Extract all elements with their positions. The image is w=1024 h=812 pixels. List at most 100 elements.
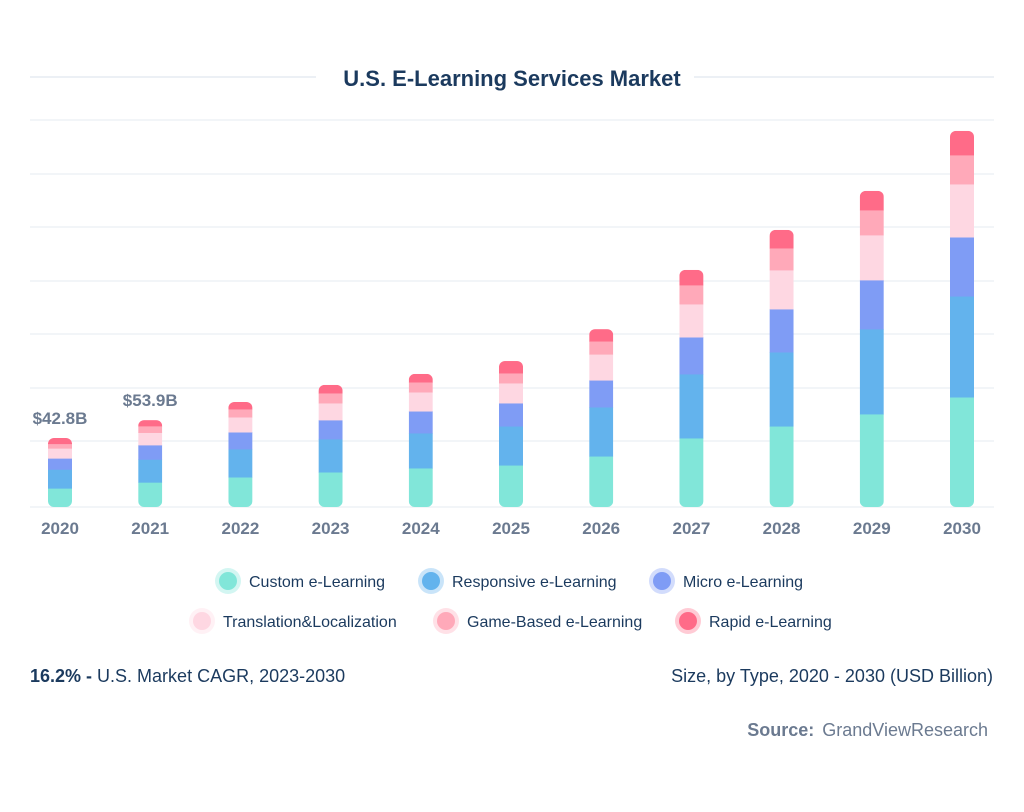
bar-segment	[408, 382, 433, 393]
bar-segment	[318, 472, 343, 507]
x-tick-label: 2026	[582, 519, 620, 538]
bar-segment	[318, 438, 343, 473]
bar-segment	[138, 425, 163, 433]
bar-segment	[138, 459, 163, 483]
bar-segment	[769, 247, 794, 271]
bar-segment	[408, 467, 433, 507]
bar-segment	[48, 448, 72, 459]
chart-title: U.S. E-Learning Services Market	[343, 66, 681, 91]
bar-2029	[859, 190, 884, 507]
bar-segment	[48, 469, 72, 489]
bar-segment	[138, 444, 163, 460]
x-tick-label: 2024	[402, 519, 440, 538]
source-label: Source:	[747, 720, 814, 740]
legend-swatch	[219, 572, 237, 590]
bar-segment	[228, 477, 253, 507]
bar-segment	[769, 352, 794, 427]
bar-segment	[679, 437, 704, 507]
bar-2027	[679, 269, 704, 507]
bar-segment	[679, 269, 704, 286]
x-tick-label: 2021	[131, 519, 169, 538]
bar-segment	[950, 237, 974, 297]
bar-segment	[48, 437, 72, 445]
legend-swatch	[437, 612, 455, 630]
bar-segment	[499, 402, 523, 427]
bar-segment	[228, 402, 253, 410]
legend-label: Custom e-Learning	[249, 574, 385, 591]
x-tick-label: 2028	[763, 519, 801, 538]
bar-segment	[950, 183, 974, 238]
data-labels: $42.8B $53.9B	[33, 391, 178, 428]
bar-2030	[950, 130, 974, 507]
bar-segment	[228, 448, 253, 478]
bar-segment	[408, 373, 433, 383]
legend-item: Translation&Localization	[189, 608, 397, 634]
bar-segment	[318, 419, 343, 440]
legend-item: Responsive e-Learning	[418, 568, 617, 594]
bar-segment	[679, 337, 704, 375]
bar-segment	[769, 229, 794, 249]
legend-label: Rapid e-Learning	[709, 614, 832, 631]
bar-segment	[950, 296, 974, 398]
legend-label: Game-Based e-Learning	[467, 614, 642, 631]
data-label: $42.8B	[33, 409, 88, 428]
bar-2020	[48, 437, 72, 507]
bar-segment	[769, 308, 794, 353]
bar-segment	[499, 372, 523, 384]
bar-segment	[318, 392, 343, 404]
bar-segment	[589, 341, 614, 355]
bar-segment	[589, 456, 614, 507]
x-tick-label: 2022	[221, 519, 259, 538]
x-tick-label: 2023	[312, 519, 350, 538]
cagr-value: 16.2% -	[30, 666, 92, 686]
bar-segment	[408, 411, 433, 434]
bar-segment	[48, 458, 72, 470]
bar-segment	[228, 417, 253, 433]
bar-segment	[48, 488, 72, 507]
legend-swatch	[653, 572, 671, 590]
bar-segment	[138, 432, 163, 446]
data-label: $53.9B	[123, 391, 178, 410]
bar-segment	[679, 303, 704, 338]
bar-segment	[499, 426, 523, 466]
cagr-text: U.S. Market CAGR, 2023-2030	[92, 666, 345, 686]
legend-swatch	[422, 572, 440, 590]
x-tick-label: 2020	[41, 519, 79, 538]
bar-segment	[950, 130, 974, 156]
bar-2026	[589, 329, 614, 507]
bar-2022	[228, 402, 253, 507]
bar-segment	[589, 380, 614, 408]
bar-segment	[589, 407, 614, 457]
bar-2023	[318, 384, 343, 507]
bar-segment	[138, 420, 163, 427]
bar-segment	[408, 432, 433, 469]
legend-label: Micro e-Learning	[683, 574, 803, 591]
bar-segment	[859, 328, 884, 415]
bar-segment	[589, 329, 614, 342]
bar-segment	[769, 269, 794, 310]
bar-2021	[138, 420, 163, 507]
legend-swatch	[193, 612, 211, 630]
source: Source: GrandViewResearch	[747, 720, 988, 740]
bar-segment	[769, 426, 794, 507]
bar-segment	[950, 397, 974, 507]
bar-segment	[499, 465, 523, 507]
bar-segment	[859, 234, 884, 281]
bar-2024	[408, 373, 433, 507]
legend: Custom e-Learning Responsive e-Learning Mi…	[189, 568, 832, 634]
legend-item: Custom e-Learning	[215, 568, 385, 594]
bar-segment	[48, 443, 72, 449]
bar-segment	[318, 384, 343, 394]
bars	[48, 130, 974, 507]
source-name: GrandViewResearch	[822, 720, 988, 740]
x-axis-ticks: 2020 2021 2022 2023 2024 2025 2026 2027 2028 2029…	[41, 519, 981, 538]
bar-2025	[499, 361, 523, 507]
bar-2028	[769, 229, 794, 507]
bar-segment	[589, 354, 614, 381]
legend-item: Game-Based e-Learning	[433, 608, 642, 634]
cagr-footnote: 16.2% - U.S. Market CAGR, 2023-2030	[30, 666, 345, 686]
bar-segment	[499, 382, 523, 404]
bar-segment	[859, 190, 884, 211]
x-tick-label: 2030	[943, 519, 981, 538]
